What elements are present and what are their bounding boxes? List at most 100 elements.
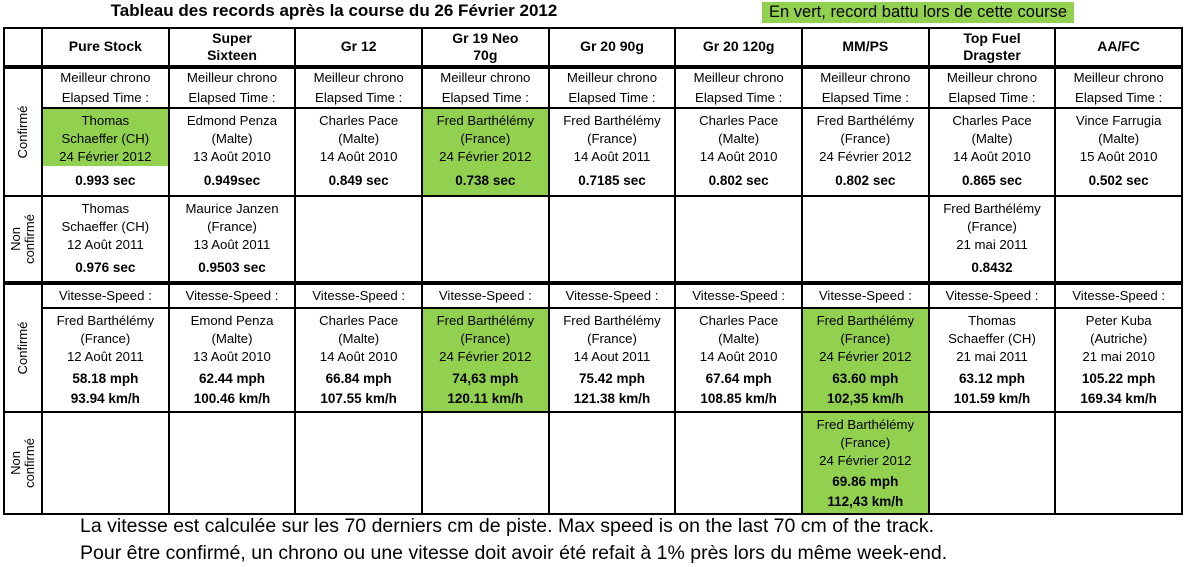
record-value: 0.8432: [930, 254, 1055, 281]
record-value-line: 63.60 mph: [832, 370, 899, 386]
record-cell: Charles Pace (Malte) 14 Août 2010 67.64 mp…: [676, 309, 801, 411]
record-holder: Charles Pace (Malte) 14 Août 2010: [296, 309, 421, 366]
record-cell-empty: [169, 413, 295, 513]
record-value-line: 0.802 sec: [835, 172, 896, 188]
record-value-line: 0.976 sec: [75, 259, 136, 275]
record-holder-name: Fred Barthélémy (France): [816, 417, 915, 450]
record-value-line: 75.42 mph: [578, 370, 645, 386]
record-value: 58.18 mph 93.94 km/h: [43, 366, 168, 411]
section-header-cell: Meilleur chrono Elapsed Time :: [929, 69, 1055, 107]
record-cell: Charles Pace (Malte) 14 Août 2010 66.84 mp…: [296, 309, 421, 411]
record-date: 24 Février 2012: [439, 349, 532, 364]
record-value: 0.738 sec: [423, 166, 548, 195]
row-label-confirmed: Confirmé: [5, 69, 41, 195]
section-header-cell: Meilleur chrono Elapsed Time :: [422, 69, 548, 107]
record-holder: Charles Pace (Malte) 14 Août 2010: [676, 309, 801, 366]
record-date: 14 Août 2010: [953, 149, 1031, 164]
record-cell: Fred Barthélémy (France) 24 Février 2012 0…: [422, 109, 548, 195]
record-date: 13 Août 2011: [193, 237, 271, 252]
record-cell: Maurice Janzen (France) 13 Août 2011 0.950…: [169, 197, 295, 281]
record-cell: Thomas Schaeffer (CH) 12 Août 2011 0.976 s…: [43, 197, 168, 281]
record-value-line: 0.849 sec: [328, 172, 389, 188]
record-value: 0.993 sec: [43, 166, 168, 195]
record-cell-empty: [296, 413, 421, 513]
record-value: 0.9503 sec: [170, 254, 295, 281]
record-holder: Maurice Janzen (France) 13 Août 2011: [170, 197, 295, 254]
record-holder-name: Fred Barthélémy (France): [816, 313, 915, 346]
record-value-line: 0.7185 sec: [578, 172, 646, 188]
legend-note: En vert, record battu lors de cette cour…: [762, 2, 1075, 23]
record-date: 13 Août 2010: [193, 149, 271, 164]
record-value-line: 67.64 mph: [705, 370, 772, 386]
footnote-speed-measure: La vitesse est calculée sur les 70 derni…: [80, 515, 935, 537]
record-value: 0.976 sec: [43, 254, 168, 281]
record-holder-name: Maurice Janzen (France): [185, 201, 279, 234]
record-cell: Charles Pace (Malte) 14 Août 2010 0.802 se…: [676, 109, 801, 195]
record-date: 14 Août 2011: [573, 149, 651, 164]
record-date: 21 mai 2010: [1082, 349, 1155, 364]
section-header-cell: Vitesse-Speed :: [802, 285, 928, 307]
record-holder-name: Thomas Schaeffer (CH): [61, 113, 150, 146]
record-value: 0.865 sec: [930, 166, 1055, 195]
record-value: 0.802 sec: [803, 166, 928, 195]
record-cell-empty: [1056, 413, 1181, 513]
record-value: 0.849 sec: [296, 166, 421, 195]
record-holder: Fred Barthélémy (France) 14 Août 2011: [550, 109, 675, 166]
record-holder: Charles Pace (Malte) 14 Août 2010: [296, 109, 421, 166]
section-header-cell: Vitesse-Speed :: [676, 285, 801, 307]
elapsed-time-section: Confirmé Non confirmé Meilleur chrono Elap…: [3, 67, 1183, 283]
record-value: 67.64 mph 108.85 km/h: [676, 366, 801, 411]
record-date: 13 Août 2010: [193, 349, 271, 364]
column-header: Gr 19 Neo 70g: [422, 29, 548, 65]
record-cell: Fred Barthélémy (France) 14 Aout 2011 75.4…: [549, 309, 675, 411]
record-holder-name: Fred Barthélémy (France): [56, 313, 155, 346]
record-cell: Vince Farrugia (Malte) 15 Août 2010 0.502 …: [1056, 109, 1181, 195]
record-value: 0.7185 sec: [550, 166, 675, 195]
record-value: 0.949sec: [170, 166, 295, 195]
record-date: 15 Août 2010: [1079, 149, 1158, 164]
section-header-cell: Vitesse-Speed :: [929, 285, 1055, 307]
record-cell-empty: [422, 413, 548, 513]
record-value-line: 120.11 km/h: [447, 390, 524, 406]
record-holder: Charles Pace (Malte) 14 Août 2010: [676, 109, 801, 166]
record-value-line: 169.34 km/h: [1080, 390, 1157, 406]
record-value: 63.12 mph 101.59 km/h: [930, 366, 1055, 411]
section-header-cell: Meilleur chrono Elapsed Time :: [296, 69, 421, 107]
record-holder: Fred Barthélémy (France) 14 Aout 2011: [550, 309, 675, 366]
record-holder-name: Charles Pace (Malte): [319, 313, 399, 346]
row-label-not-confirmed: Non confirmé: [5, 197, 41, 281]
column-header: Gr 20 120g: [676, 29, 801, 65]
record-date: 24 Février 2012: [819, 453, 912, 468]
record-date: 24 Février 2012: [819, 149, 912, 164]
record-holder: Peter Kuba (Autriche) 21 mai 2010: [1056, 309, 1181, 366]
record-holder-name: Fred Barthélémy (France): [436, 313, 535, 346]
record-date: 12 Août 2011: [66, 349, 144, 364]
record-cell: Fred Barthélémy (France) 14 Août 2011 0.71…: [549, 109, 675, 195]
section-header-cell: Meilleur chrono Elapsed Time :: [676, 69, 801, 107]
record-date: 24 Février 2012: [439, 149, 532, 164]
record-value-line: 108.85 km/h: [700, 390, 777, 406]
record-date: 14 Août 2010: [699, 149, 778, 164]
record-date: 14 Aout 2011: [573, 349, 651, 364]
record-holder-name: Thomas Schaeffer (CH): [61, 201, 150, 234]
column-header: Pure Stock: [43, 29, 168, 65]
record-date: 12 Août 2011: [66, 237, 144, 252]
record-value-line: 62.44 mph: [198, 370, 265, 386]
record-holder-name: Edmond Penza (Malte): [186, 113, 278, 146]
record-holder-name: Charles Pace (Malte): [952, 113, 1032, 146]
record-cell-empty: [802, 197, 928, 281]
record-cell: Fred Barthélémy (France) 24 Février 2012 0…: [802, 109, 928, 195]
record-value: 0.502 sec: [1056, 166, 1181, 195]
record-value: 0.802 sec: [676, 166, 801, 195]
record-holder: Emond Penza (Malte) 13 Août 2010: [170, 309, 295, 366]
record-cell-empty: [422, 197, 548, 281]
record-cell: Fred Barthélémy (France) 24 Février 2012 6…: [802, 413, 928, 513]
section-header-cell: Meilleur chrono Elapsed Time :: [43, 69, 168, 107]
record-cell: Fred Barthélémy (France) 24 Février 2012 7…: [422, 309, 548, 411]
row-label-confirmed-text: Confirmé: [15, 105, 30, 159]
record-holder-name: Fred Barthélémy (France): [436, 113, 535, 146]
record-value: 75.42 mph 121.38 km/h: [550, 366, 675, 411]
record-value: 105.22 mph 169.34 km/h: [1056, 366, 1181, 411]
record-value-line: 58.18 mph: [72, 370, 139, 386]
